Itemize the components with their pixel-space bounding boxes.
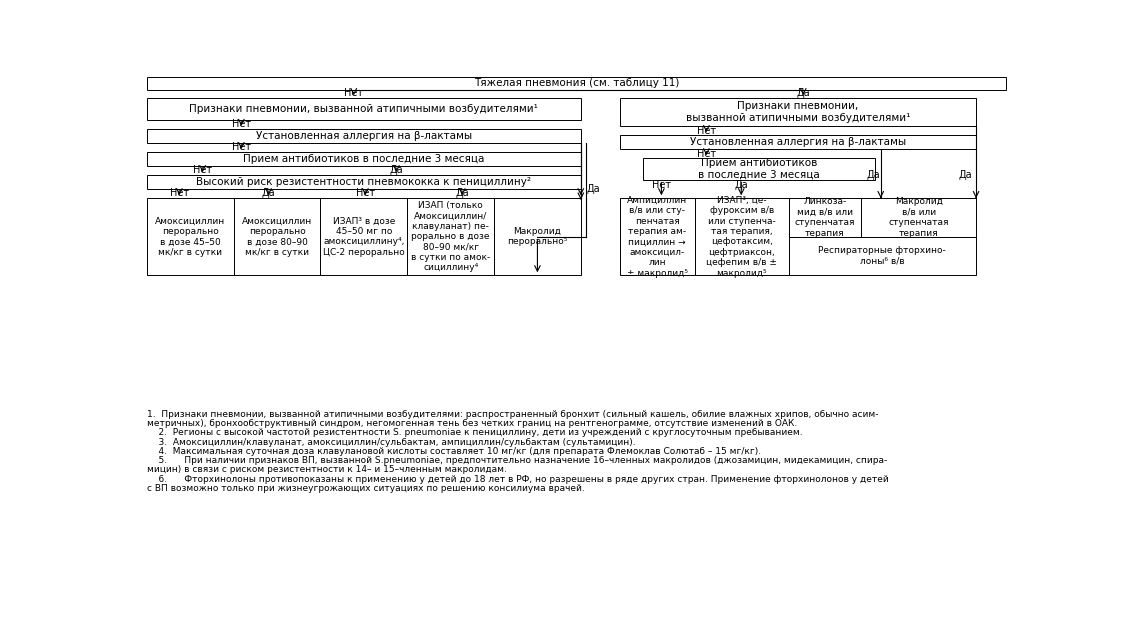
Text: мицин) в связи с риском резистентности к 14– и 15–членным макролидам.: мицин) в связи с риском резистентности к… <box>147 466 506 474</box>
FancyBboxPatch shape <box>234 198 321 275</box>
Text: Нет: Нет <box>170 188 189 198</box>
Text: Нет: Нет <box>344 89 363 99</box>
Text: 6.      Фторхинолоны противопоказаны к применению у детей до 18 лет в РФ, но раз: 6. Фторхинолоны противопоказаны к примен… <box>147 474 889 484</box>
Text: Установленная аллергия на β-лактамы: Установленная аллергия на β-лактамы <box>255 131 471 141</box>
FancyBboxPatch shape <box>147 152 580 166</box>
Text: Амоксициллин
перорально
в дозе 80–90
мк/кг в сутки: Амоксициллин перорально в дозе 80–90 мк/… <box>242 217 312 257</box>
Text: Да: Да <box>867 170 881 180</box>
Text: метричных), бронхообструктивный синдром, негомогенная тень без четких границ на : метричных), бронхообструктивный синдром,… <box>147 419 798 428</box>
Text: Прием антибиотиков в последние 3 месяца: Прием антибиотиков в последние 3 месяца <box>243 154 485 164</box>
FancyBboxPatch shape <box>789 198 862 237</box>
Text: Ампициллин
в/в или сту-
пенчатая
терапия ам-
пициллин →
амоксицил-
лин
± макроли: Ампициллин в/в или сту- пенчатая терапия… <box>627 196 687 278</box>
Text: Нет: Нет <box>696 149 716 159</box>
FancyBboxPatch shape <box>147 198 234 275</box>
Text: Да: Да <box>262 188 276 198</box>
Text: Да: Да <box>586 184 600 194</box>
Text: Признаки пневмонии,
вызванной атипичными возбудителями¹: Признаки пневмонии, вызванной атипичными… <box>685 101 910 122</box>
FancyBboxPatch shape <box>147 98 580 119</box>
Text: с ВП возможно только при жизнеугрожающих ситуациях по решению консилиума врачей.: с ВП возможно только при жизнеугрожающих… <box>147 484 585 493</box>
Text: ИЗАП³, це-
фуроксим в/в
или ступенча-
тая терапия,
цефотаксим,
цефтриаксон,
цефе: ИЗАП³, це- фуроксим в/в или ступенча- та… <box>706 196 777 278</box>
Text: Высокий риск резистентности пневмококка к пенициллину²: Высокий риск резистентности пневмококка … <box>197 177 531 187</box>
FancyBboxPatch shape <box>407 198 494 275</box>
Text: 3.  Амоксициллин/клавуланат, амоксициллин/сульбактам, ампициллин/сульбактам (сул: 3. Амоксициллин/клавуланат, амоксициллин… <box>147 438 636 447</box>
FancyBboxPatch shape <box>494 198 580 275</box>
Text: ИЗАП³ в дозе
45–50 мг по
амоксициллину⁴,
ЦС-2 перорально: ИЗАП³ в дозе 45–50 мг по амоксициллину⁴,… <box>323 217 405 257</box>
FancyBboxPatch shape <box>620 135 976 149</box>
Text: Нет: Нет <box>356 188 375 198</box>
Text: Амоксициллин
перорально
в дозе 45–50
мк/кг в сутки: Амоксициллин перорально в дозе 45–50 мк/… <box>155 217 225 257</box>
Text: Да: Да <box>456 188 469 198</box>
Text: Тяжелая пневмония (см. таблицу 11): Тяжелая пневмония (см. таблицу 11) <box>474 79 680 89</box>
Text: 5.      При наличии признаков ВП, вызванной S.pneumoniae, предпочтительно назнач: 5. При наличии признаков ВП, вызванной S… <box>147 456 888 465</box>
FancyBboxPatch shape <box>147 78 1006 89</box>
Text: Нет: Нет <box>193 166 213 176</box>
Text: Признаки пневмонии, вызванной атипичными возбудителями¹: Признаки пневмонии, вызванной атипичными… <box>189 104 538 114</box>
Text: Макролид
в/в или
ступенчатая
терапия: Макролид в/в или ступенчатая терапия <box>889 198 949 238</box>
Text: Линкоза-
мид в/в или
ступенчатая
терапия: Линкоза- мид в/в или ступенчатая терапия <box>794 198 855 238</box>
FancyBboxPatch shape <box>862 198 976 237</box>
Text: ИЗАП (только
Амоксициллин/
клавуланат) пе-
рорально в дозе
80–90 мк/кг
в сутки п: ИЗАП (только Амоксициллин/ клавуланат) п… <box>411 201 490 272</box>
Text: Прием антибиотиков
в последние 3 месяца: Прием антибиотиков в последние 3 месяца <box>699 158 820 180</box>
Text: Установленная аллергия на β-лактамы: Установленная аллергия на β-лактамы <box>690 137 906 147</box>
FancyBboxPatch shape <box>695 198 789 275</box>
FancyBboxPatch shape <box>620 198 695 275</box>
FancyBboxPatch shape <box>642 158 875 180</box>
Text: Да: Да <box>958 170 972 180</box>
Text: Респираторные фторхино-
лоны⁶ в/в: Респираторные фторхино- лоны⁶ в/в <box>818 246 946 266</box>
FancyBboxPatch shape <box>147 175 580 189</box>
Text: Нет: Нет <box>232 119 251 129</box>
Text: 2.  Регионы с высокой частотой резистентности S. pneumoniae к пенициллину, дети : 2. Регионы с высокой частотой резистентн… <box>147 428 802 438</box>
FancyBboxPatch shape <box>789 237 976 275</box>
Text: Да: Да <box>389 166 403 176</box>
FancyBboxPatch shape <box>321 198 407 275</box>
Text: 4.  Максимальная суточная доза клавулановой кислоты составляет 10 мг/кг (для пре: 4. Максимальная суточная доза клавуланов… <box>147 447 760 456</box>
Text: 1.  Признаки пневмонии, вызванной атипичными возбудителями: распространенный бро: 1. Признаки пневмонии, вызванной атипичн… <box>147 410 879 419</box>
Text: Нет: Нет <box>651 180 670 190</box>
FancyBboxPatch shape <box>620 98 976 126</box>
Text: Да: Да <box>796 89 810 99</box>
FancyBboxPatch shape <box>147 129 580 142</box>
Text: Да: Да <box>735 180 748 190</box>
Text: Нет: Нет <box>232 142 251 152</box>
Text: Нет: Нет <box>696 126 716 136</box>
Text: Макролид
перорально⁵: Макролид перорально⁵ <box>507 227 568 246</box>
